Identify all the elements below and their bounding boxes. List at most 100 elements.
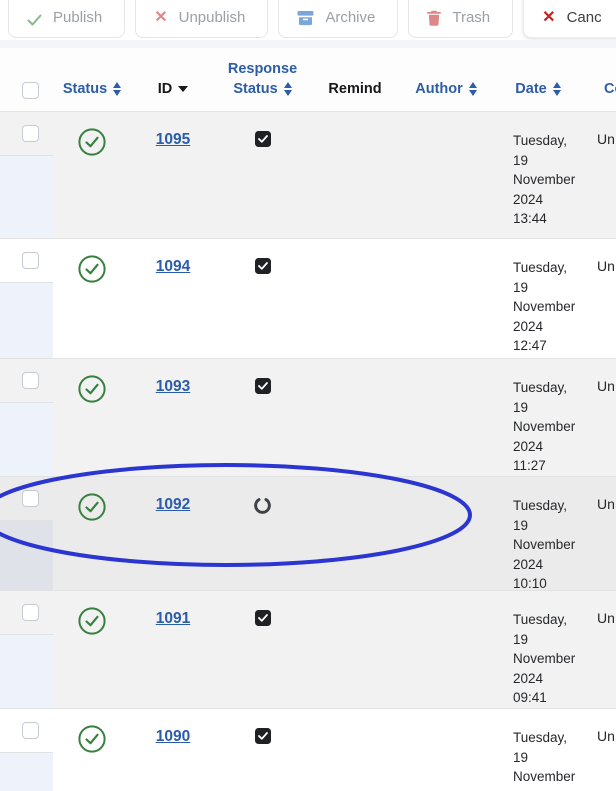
- sticky-column-filler: [0, 283, 53, 358]
- sort-icon: [283, 82, 292, 96]
- response-read-checkbox[interactable]: [254, 131, 271, 147]
- entry-id-link[interactable]: 1092: [155, 496, 191, 513]
- table-row: 1090 Tuesday, 19 November Un: [0, 709, 616, 791]
- author-cell: [400, 239, 492, 358]
- response-read-checkbox[interactable]: [254, 728, 271, 744]
- entry-id-link[interactable]: 1091: [155, 610, 191, 627]
- date-text: Tuesday, 19 November 2024 09:41: [513, 612, 576, 705]
- sort-icon: [552, 82, 561, 96]
- status-cell: [53, 112, 131, 238]
- column-header-response-status[interactable]: Response Status: [227, 61, 298, 97]
- response-read-checkbox[interactable]: [254, 610, 271, 626]
- entry-id-link[interactable]: 1093: [155, 378, 191, 395]
- published-status-icon: [78, 493, 106, 521]
- date-cell: Tuesday, 19 November 2024 13:44: [492, 112, 584, 238]
- response-status-cell: [215, 591, 310, 708]
- date-text: Tuesday, 19 November 2024 12:47: [513, 260, 576, 353]
- completed-cell: Un: [597, 496, 615, 512]
- toolbar-divider: [0, 40, 616, 48]
- completed-cell: Un: [597, 378, 615, 394]
- cancel-label: Canc: [566, 9, 602, 26]
- entries-table: Status ID Response Status Remind Author …: [0, 48, 616, 791]
- bulk-actions-toolbar: Publish ✕ Unpublish Archive Trash ✕ Canc: [0, 0, 616, 40]
- completed-cell: Un: [597, 610, 615, 626]
- x-icon: ✕: [154, 9, 168, 26]
- published-status-icon: [78, 128, 106, 156]
- column-header-author[interactable]: Author: [400, 81, 492, 111]
- row-checkbox[interactable]: [22, 490, 39, 507]
- row-checkbox[interactable]: [22, 125, 39, 142]
- response-status-cell: [215, 239, 310, 358]
- status-cell: [53, 477, 131, 590]
- response-read-checkbox[interactable]: [254, 378, 271, 394]
- row-checkbox[interactable]: [22, 722, 39, 739]
- author-cell: [400, 359, 492, 476]
- select-all-checkbox[interactable]: [22, 82, 39, 99]
- table-row: 1094 Tuesday, 19 November 2024 12:47 Un: [0, 239, 616, 359]
- author-cell: [400, 112, 492, 238]
- cancel-button[interactable]: ✕ Canc: [523, 0, 616, 38]
- remind-cell: [310, 709, 400, 791]
- row-checkbox-cell: [0, 112, 53, 156]
- row-select-column: [0, 477, 53, 590]
- column-header-date[interactable]: Date: [492, 81, 584, 111]
- author-cell: [400, 709, 492, 791]
- date-text: Tuesday, 19 November 2024 13:44: [513, 133, 576, 226]
- column-header-id[interactable]: ID: [131, 81, 215, 111]
- row-select-column: [0, 709, 53, 791]
- date-cell: Tuesday, 19 November: [492, 709, 584, 791]
- published-status-icon: [78, 255, 106, 283]
- archive-button[interactable]: Archive: [278, 0, 399, 38]
- completed-cell: Un: [597, 258, 615, 274]
- trash-label: Trash: [452, 9, 491, 26]
- response-status-cell: [215, 477, 310, 590]
- date-cell: Tuesday, 19 November 2024 12:47: [492, 239, 584, 358]
- sticky-column-filler: [0, 753, 53, 791]
- column-header-remind: Remind: [328, 81, 382, 97]
- loading-spinner-icon: [253, 496, 272, 520]
- sticky-column-filler: [0, 403, 53, 476]
- table-header-row: Status ID Response Status Remind Author …: [0, 48, 616, 112]
- row-checkbox[interactable]: [22, 252, 39, 269]
- remind-cell: [310, 359, 400, 476]
- completed-cell: Un: [597, 131, 615, 147]
- sort-icon: [113, 82, 122, 96]
- publish-label: Publish: [53, 9, 103, 26]
- remind-cell: [310, 591, 400, 708]
- row-checkbox-cell: [0, 591, 53, 635]
- row-select-column: [0, 239, 53, 358]
- row-checkbox-cell: [0, 359, 53, 403]
- sort-icon: [468, 82, 477, 96]
- response-status-cell: [215, 112, 310, 238]
- response-read-checkbox[interactable]: [254, 258, 271, 274]
- publish-button[interactable]: Publish: [8, 0, 126, 38]
- select-all-cell: [0, 82, 53, 111]
- unpublish-button[interactable]: ✕ Unpublish: [135, 0, 269, 38]
- author-cell: [400, 477, 492, 590]
- entry-id-link[interactable]: 1090: [155, 728, 191, 745]
- table-row: 1091 Tuesday, 19 November 2024 09:41 Un: [0, 591, 616, 709]
- response-status-cell: [215, 709, 310, 791]
- row-checkbox-cell: [0, 477, 53, 521]
- remind-cell: [310, 112, 400, 238]
- published-status-icon: [78, 725, 106, 753]
- archive-icon: [297, 10, 314, 26]
- status-cell: [53, 591, 131, 708]
- date-cell: Tuesday, 19 November 2024 10:10: [492, 477, 584, 591]
- trash-button[interactable]: Trash: [408, 0, 514, 38]
- row-checkbox[interactable]: [22, 372, 39, 389]
- column-header-status[interactable]: Status: [53, 81, 131, 111]
- date-cell: Tuesday, 19 November 2024 11:27: [492, 359, 584, 476]
- sticky-column-filler: [0, 521, 53, 590]
- status-cell: [53, 239, 131, 358]
- row-checkbox-cell: [0, 239, 53, 283]
- trash-icon: [427, 10, 442, 26]
- row-checkbox[interactable]: [22, 604, 39, 621]
- entry-id-link[interactable]: 1095: [155, 131, 191, 148]
- date-text: Tuesday, 19 November 2024 10:10: [513, 498, 576, 591]
- status-cell: [53, 709, 131, 791]
- status-cell: [53, 359, 131, 476]
- sticky-column-filler: [0, 635, 53, 708]
- entry-id-link[interactable]: 1094: [155, 258, 191, 275]
- column-header-completed[interactable]: Co: [604, 81, 616, 97]
